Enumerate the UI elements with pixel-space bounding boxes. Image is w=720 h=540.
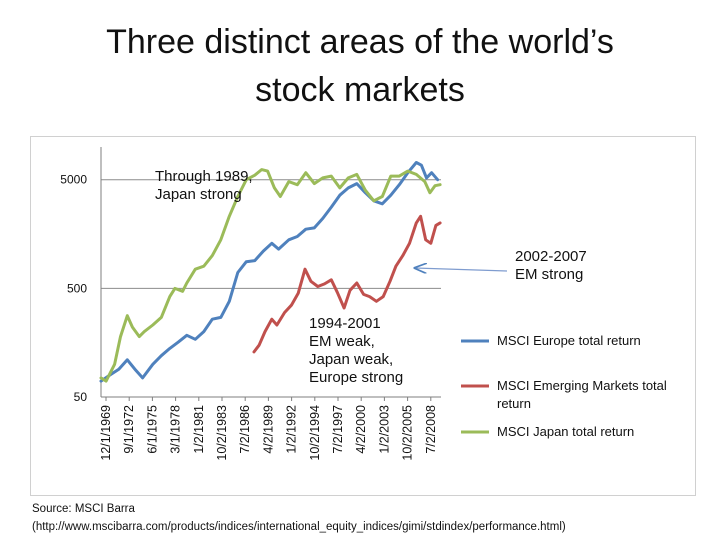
legend-entry: MSCI Japan total return — [497, 424, 634, 439]
source-label: Source: MSCI Barra — [32, 503, 135, 515]
series-line-3 — [99, 168, 442, 383]
x-tick-label: 12/1/1969 — [99, 405, 113, 461]
annotation-3: 2002-2007 EM strong — [515, 248, 587, 283]
x-tick-label: 7/2/1997 — [331, 405, 345, 454]
title-line-2: stock markets — [255, 71, 465, 109]
chart-frame: 50 500 5000 12/1/1969 9/1/1972 6/1/1975 3/1/19… — [30, 136, 696, 496]
x-tick-label: 9/1/1972 — [122, 405, 136, 454]
y-tick-label: 5000 — [60, 173, 87, 187]
x-tick-label: 1/2/1992 — [285, 405, 299, 454]
x-tick-label: 7/2/1986 — [238, 405, 252, 454]
series-line-2 — [252, 214, 442, 354]
x-tick-label: 6/1/1975 — [145, 405, 159, 454]
series-line-1 — [99, 161, 440, 383]
legend-entry: MSCI Europe total return — [497, 333, 641, 348]
annotation-2: 1994-2001 EM weak, Japan weak, Europe stron… — [309, 315, 403, 386]
x-tick-label: 10/2/1983 — [215, 405, 229, 461]
x-tick-label: 10/2/2005 — [401, 405, 415, 461]
x-tick-label: 4/2/2000 — [354, 405, 368, 454]
chart-plot: 50 500 5000 12/1/1969 9/1/1972 6/1/1975 3/1/19… — [60, 147, 667, 461]
x-tick-label: 7/2/2008 — [424, 405, 438, 454]
x-tick-label: 3/1/1978 — [169, 405, 183, 454]
x-tick-label: 4/2/1989 — [261, 405, 275, 454]
source-url: (http://www.mscibarra.com/products/indic… — [32, 521, 566, 533]
legend-entry: MSCI Emerging Markets total return — [497, 378, 667, 411]
y-tick-label: 50 — [74, 390, 88, 404]
annotation-1: Through 1989, Japan strong — [155, 168, 253, 203]
title-line-1: Three distinct areas of the world’s — [106, 23, 614, 61]
x-tick-label: 10/2/1994 — [308, 405, 322, 461]
slide-title: Three distinct areas of the world’s stoc… — [0, 18, 720, 114]
y-tick-label: 500 — [67, 281, 87, 295]
x-tick-label: 1/2/2003 — [377, 405, 391, 454]
annotation-arrow — [415, 268, 508, 271]
source-note: Source: MSCI Barra (http://www.mscibarra… — [32, 500, 712, 536]
x-tick-label: 1/2/1981 — [192, 405, 206, 454]
